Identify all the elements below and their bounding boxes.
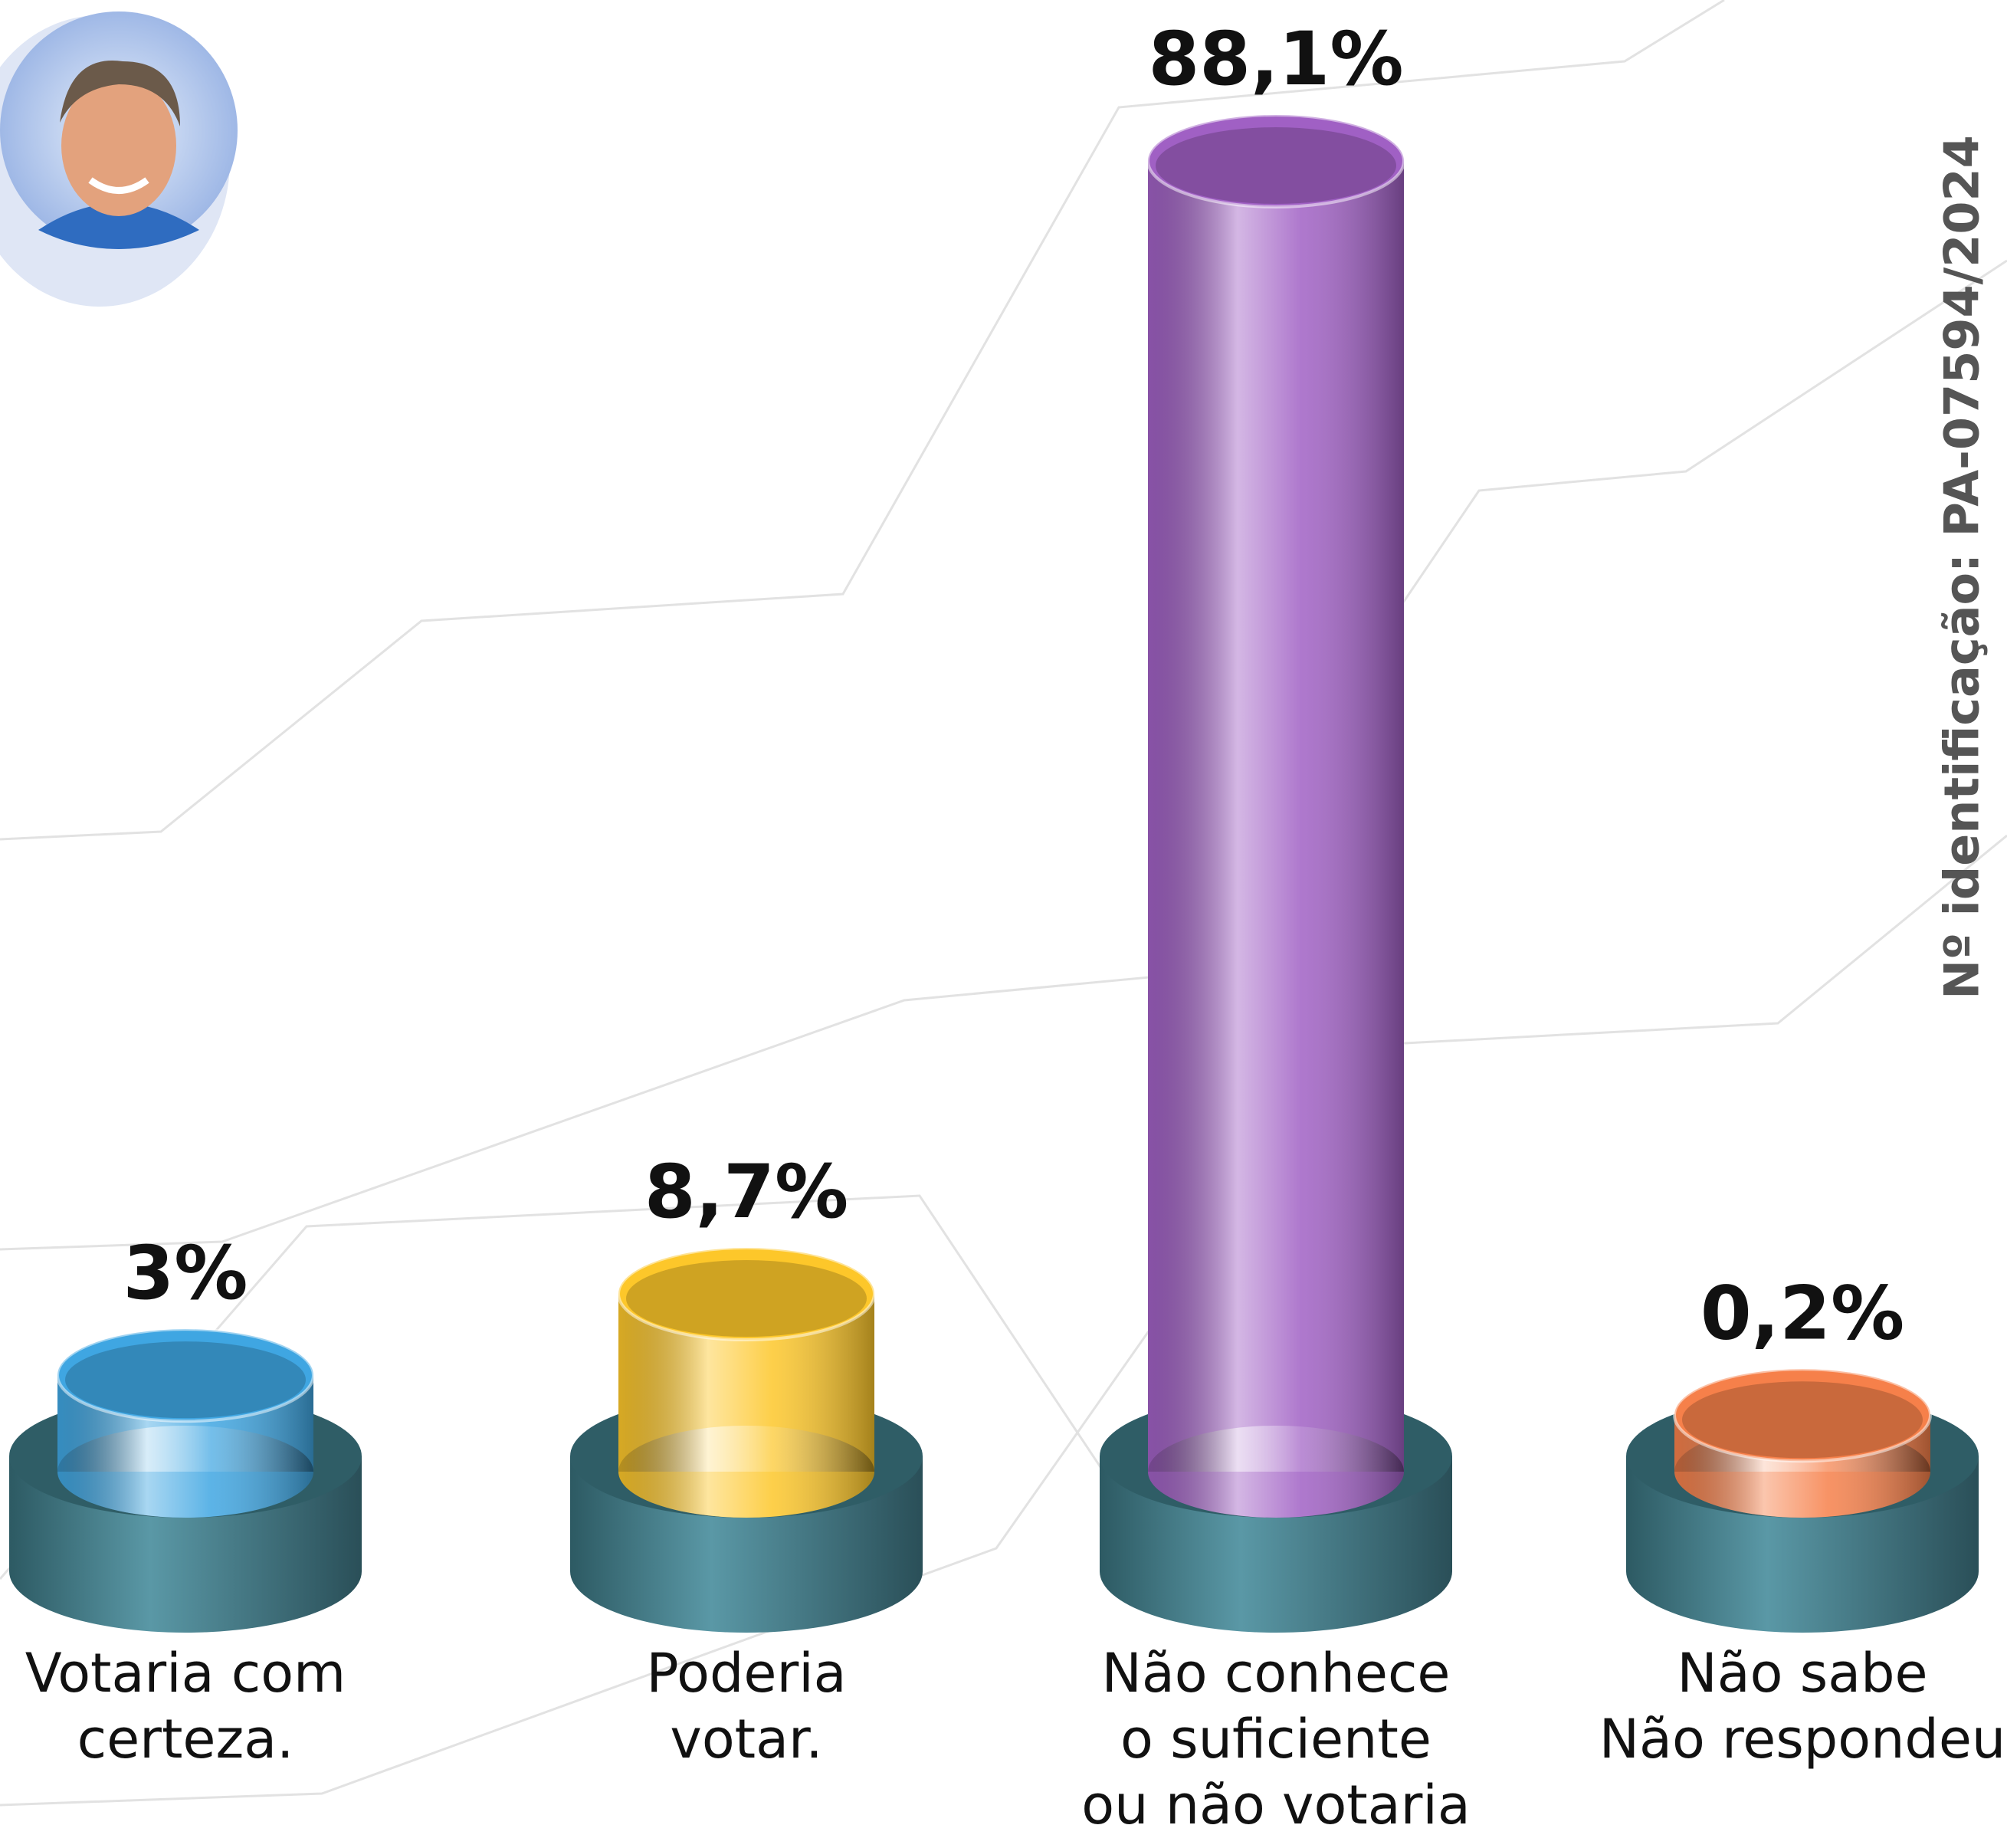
- category-label: Poderia votar.: [646, 1642, 847, 1771]
- value-label: 8,7%: [644, 1149, 848, 1235]
- cylinder-top: [1146, 113, 1405, 208]
- category-label: Não conhece o suficiente ou não votaria: [1081, 1642, 1471, 1837]
- cylinder-top-shade: [65, 1341, 306, 1419]
- portrait: [0, 11, 238, 307]
- category-label: Não sabe Não respondeu: [1599, 1642, 2006, 1771]
- side-note: Nº identificação: PA-07594/2024: [1933, 135, 1990, 999]
- cylinder-top: [617, 1246, 876, 1342]
- cylinder-shine: [1148, 161, 1404, 1472]
- cylinder-top-shade: [626, 1260, 867, 1338]
- value-label: 88,1%: [1148, 16, 1403, 102]
- cylinder-top-shade: [1682, 1381, 1923, 1459]
- cylinder-top: [56, 1328, 315, 1423]
- cylinder-top: [1673, 1367, 1932, 1463]
- value-label: 3%: [123, 1230, 248, 1316]
- category-label: Votaria com certeza.: [25, 1642, 346, 1771]
- value-label: 0,2%: [1700, 1270, 1904, 1356]
- cylinder-top-shade: [1156, 127, 1396, 204]
